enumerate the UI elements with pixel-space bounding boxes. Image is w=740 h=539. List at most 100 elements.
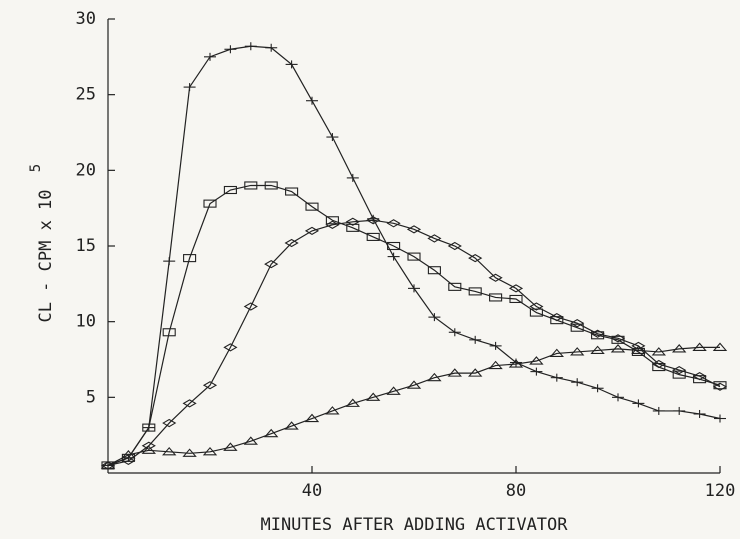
marker-square xyxy=(611,335,625,344)
marker-diamond xyxy=(692,372,707,381)
marker-diamond xyxy=(529,302,544,311)
y-tick-label: 20 xyxy=(76,160,96,180)
marker-triangle xyxy=(712,342,728,351)
marker-plus xyxy=(326,133,339,142)
marker-triangle xyxy=(529,356,544,365)
marker-diamond xyxy=(304,226,320,236)
series-line xyxy=(107,346,720,466)
marker-square xyxy=(672,370,686,379)
y-tick-label: 30 xyxy=(76,9,96,29)
marker-diamond xyxy=(447,241,462,251)
y-axis-label: CL - CPM x 10 xyxy=(36,189,56,322)
marker-diamond xyxy=(325,220,340,229)
marker-square xyxy=(713,381,727,390)
series-line xyxy=(107,219,721,467)
marker-triangle xyxy=(447,368,462,377)
marker-triangle xyxy=(345,398,360,407)
y-tick-label: 15 xyxy=(76,236,96,256)
marker-triangle xyxy=(570,347,585,356)
marker-plus xyxy=(285,60,298,69)
y-tick-label: 5 xyxy=(86,387,96,407)
marker-diamond xyxy=(366,216,381,225)
marker-square xyxy=(570,323,584,332)
marker-triangle xyxy=(406,380,422,389)
marker-square xyxy=(529,308,543,317)
marker-square xyxy=(142,423,156,432)
marker-triangle xyxy=(100,460,116,469)
marker-square xyxy=(203,199,217,208)
marker-diamond xyxy=(712,382,728,391)
marker-plus xyxy=(591,384,604,393)
marker-plus xyxy=(673,406,686,415)
marker-diamond xyxy=(345,217,360,226)
marker-triangle xyxy=(508,359,524,368)
marker-plus xyxy=(693,409,706,418)
marker-square xyxy=(407,252,421,261)
marker-plus xyxy=(183,83,196,92)
marker-diamond xyxy=(672,365,687,375)
x-tick-label: 40 xyxy=(302,481,322,501)
marker-plus xyxy=(204,52,216,61)
marker-triangle xyxy=(243,436,258,445)
marker-square xyxy=(427,266,441,275)
marker-diamond xyxy=(121,456,136,466)
marker-diamond xyxy=(182,399,197,408)
marker-diamond xyxy=(590,329,605,338)
marker-square xyxy=(468,287,482,296)
marker-plus xyxy=(265,43,278,52)
marker-plus xyxy=(448,328,461,337)
marker-square xyxy=(244,181,258,190)
marker-plus xyxy=(652,406,665,415)
marker-triangle xyxy=(610,344,626,353)
marker-square xyxy=(489,293,503,302)
marker-plus xyxy=(346,173,359,182)
marker-plus xyxy=(408,284,420,293)
marker-plus xyxy=(244,42,257,51)
marker-diamond xyxy=(427,234,442,243)
marker-diamond xyxy=(570,319,585,328)
marker-triangle xyxy=(202,446,218,456)
marker-plus xyxy=(632,399,645,408)
marker-square xyxy=(387,241,401,251)
marker-square xyxy=(285,187,299,196)
marker-square xyxy=(183,254,197,263)
marker-diamond xyxy=(386,219,401,228)
y-tick-label: 25 xyxy=(76,85,96,105)
marker-diamond xyxy=(549,312,564,322)
marker-square xyxy=(366,232,380,241)
marker-square xyxy=(325,216,339,225)
marker-diamond xyxy=(202,381,218,390)
marker-diamond xyxy=(284,238,299,248)
marker-plus xyxy=(489,341,502,350)
marker-triangle xyxy=(325,406,340,415)
marker-plus xyxy=(550,373,563,382)
x-axis-label: MINUTES AFTER ADDING ACTIVATOR xyxy=(260,515,568,535)
marker-diamond xyxy=(243,302,258,311)
marker-triangle xyxy=(488,360,503,370)
marker-square xyxy=(162,328,176,337)
marker-triangle xyxy=(223,442,238,451)
x-tick-label: 120 xyxy=(705,481,736,501)
marker-plus xyxy=(714,414,726,423)
marker-square xyxy=(448,282,462,291)
marker-triangle xyxy=(631,345,646,354)
marker-diamond xyxy=(508,284,524,293)
marker-square xyxy=(223,185,237,195)
marker-triangle xyxy=(672,344,687,353)
marker-triangle xyxy=(427,372,442,382)
marker-triangle xyxy=(651,347,666,356)
marker-plus xyxy=(387,252,400,261)
marker-triangle xyxy=(549,348,564,357)
marker-triangle xyxy=(468,368,483,377)
marker-plus xyxy=(571,378,584,387)
marker-diamond xyxy=(488,273,503,282)
marker-triangle xyxy=(386,386,401,395)
marker-triangle xyxy=(304,413,320,423)
marker-triangle xyxy=(141,445,156,454)
marker-plus xyxy=(163,257,176,266)
marker-diamond xyxy=(468,253,483,263)
marker-square xyxy=(509,294,523,304)
